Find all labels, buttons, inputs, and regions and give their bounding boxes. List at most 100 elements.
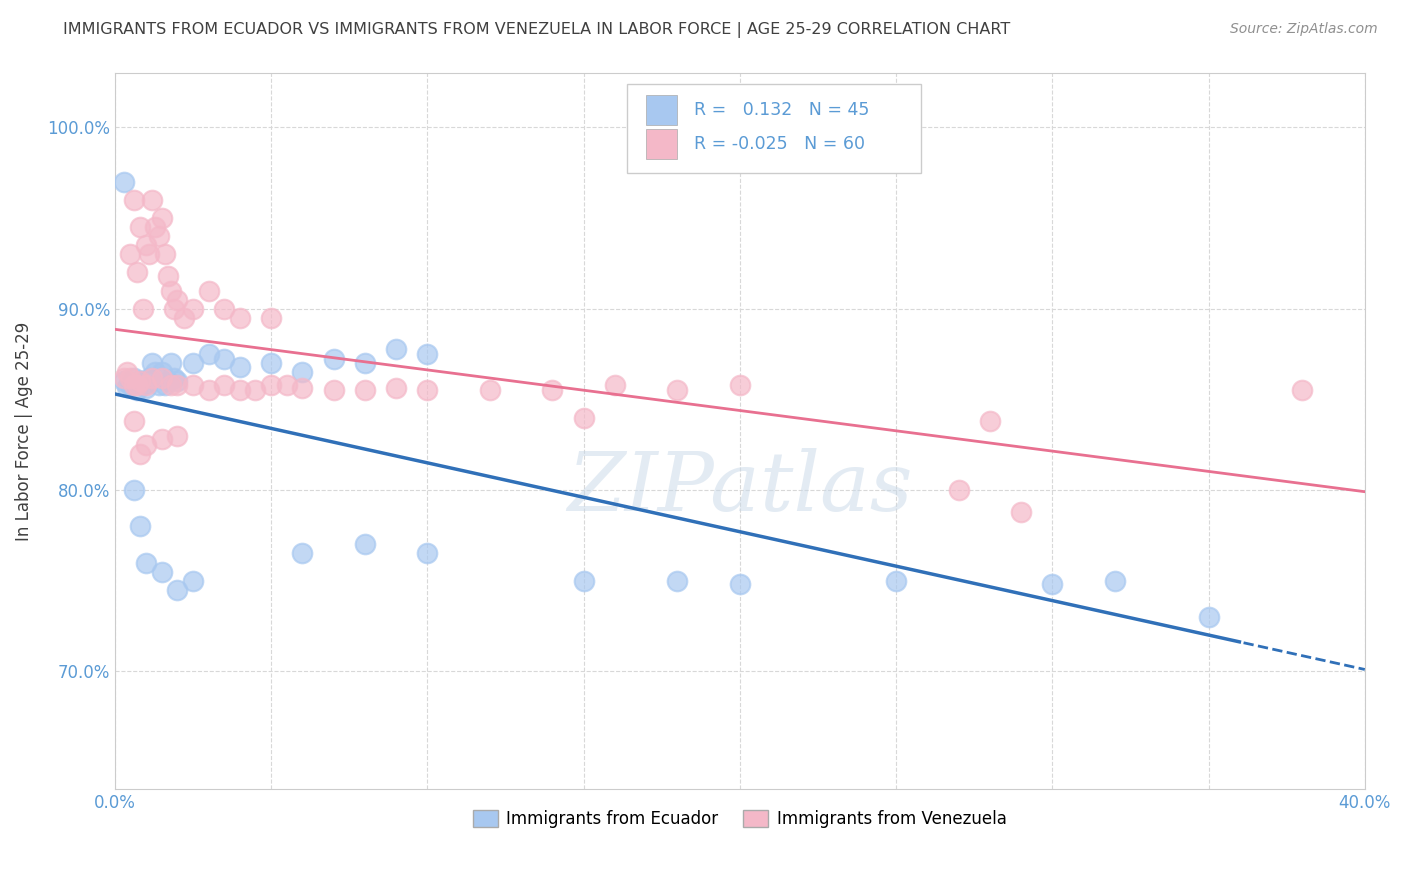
Point bbox=[197, 347, 219, 361]
Point bbox=[245, 384, 267, 398]
Point bbox=[478, 384, 501, 398]
Text: R =   0.132   N = 45: R = 0.132 N = 45 bbox=[693, 101, 869, 120]
Point bbox=[541, 384, 564, 398]
Point bbox=[135, 556, 157, 570]
Legend: Immigrants from Ecuador, Immigrants from Venezuela: Immigrants from Ecuador, Immigrants from… bbox=[467, 803, 1014, 835]
Point bbox=[212, 377, 235, 392]
Point bbox=[122, 370, 145, 384]
Point bbox=[163, 301, 186, 316]
Point bbox=[322, 384, 344, 398]
Point bbox=[572, 410, 595, 425]
Point bbox=[948, 483, 970, 497]
Point bbox=[141, 356, 163, 370]
Point bbox=[135, 438, 157, 452]
Point bbox=[141, 370, 163, 384]
Point bbox=[150, 432, 173, 446]
Point bbox=[229, 384, 252, 398]
Point bbox=[979, 414, 1001, 428]
Point bbox=[128, 220, 150, 235]
Point bbox=[120, 370, 142, 384]
Point bbox=[166, 374, 188, 388]
Point bbox=[276, 377, 298, 392]
Point bbox=[135, 238, 157, 252]
Point bbox=[416, 547, 439, 561]
Point bbox=[145, 220, 167, 235]
Point bbox=[160, 356, 183, 370]
Point bbox=[160, 377, 183, 392]
Point bbox=[260, 310, 283, 325]
Point bbox=[150, 370, 173, 384]
Point bbox=[150, 211, 173, 225]
Point bbox=[572, 574, 595, 588]
Point bbox=[163, 370, 186, 384]
Point bbox=[138, 370, 160, 384]
Point bbox=[166, 582, 188, 597]
Point bbox=[138, 247, 160, 261]
Point bbox=[128, 447, 150, 461]
Point bbox=[1104, 574, 1126, 588]
Point bbox=[125, 265, 148, 279]
Point bbox=[197, 284, 219, 298]
Point bbox=[291, 382, 314, 396]
Point bbox=[132, 377, 155, 392]
Point bbox=[112, 370, 135, 384]
Point bbox=[229, 310, 252, 325]
Point bbox=[117, 379, 139, 393]
Point bbox=[122, 377, 145, 392]
Point bbox=[1040, 577, 1063, 591]
Point bbox=[128, 374, 150, 388]
Point bbox=[156, 268, 179, 283]
Point bbox=[128, 374, 150, 388]
Point bbox=[166, 428, 188, 442]
Point bbox=[166, 377, 188, 392]
Point bbox=[260, 377, 283, 392]
Point bbox=[291, 365, 314, 379]
Point bbox=[150, 565, 173, 579]
Point bbox=[153, 247, 176, 261]
Point bbox=[135, 377, 157, 392]
Point bbox=[353, 537, 375, 551]
Point bbox=[135, 382, 157, 396]
Point bbox=[260, 356, 283, 370]
Point bbox=[385, 342, 408, 356]
Point bbox=[212, 352, 235, 367]
Point bbox=[197, 384, 219, 398]
Point bbox=[212, 301, 235, 316]
Point bbox=[132, 301, 155, 316]
Point bbox=[148, 377, 170, 392]
Point bbox=[141, 193, 163, 207]
Point bbox=[166, 293, 188, 307]
Text: R = -0.025   N = 60: R = -0.025 N = 60 bbox=[693, 135, 865, 153]
Y-axis label: In Labor Force | Age 25-29: In Labor Force | Age 25-29 bbox=[15, 321, 32, 541]
Point bbox=[122, 193, 145, 207]
Point bbox=[728, 577, 751, 591]
Text: IMMIGRANTS FROM ECUADOR VS IMMIGRANTS FROM VENEZUELA IN LABOR FORCE | AGE 25-29 : IMMIGRANTS FROM ECUADOR VS IMMIGRANTS FR… bbox=[63, 22, 1011, 38]
Point bbox=[173, 310, 195, 325]
Point bbox=[322, 352, 344, 367]
Point bbox=[125, 384, 148, 398]
Point bbox=[181, 301, 204, 316]
Point bbox=[291, 547, 314, 561]
Point bbox=[229, 359, 252, 374]
Text: ZIPatlas: ZIPatlas bbox=[567, 449, 912, 528]
Point bbox=[416, 384, 439, 398]
Point bbox=[181, 356, 204, 370]
FancyBboxPatch shape bbox=[645, 128, 678, 159]
Point bbox=[125, 377, 148, 392]
Point bbox=[353, 356, 375, 370]
Point bbox=[603, 377, 626, 392]
Point bbox=[145, 365, 167, 379]
Point bbox=[1291, 384, 1313, 398]
Point bbox=[666, 384, 689, 398]
Text: Source: ZipAtlas.com: Source: ZipAtlas.com bbox=[1230, 22, 1378, 37]
FancyBboxPatch shape bbox=[645, 95, 678, 125]
Point bbox=[181, 574, 204, 588]
Point bbox=[122, 483, 145, 497]
Point bbox=[120, 377, 142, 392]
Point bbox=[160, 284, 183, 298]
Point bbox=[120, 247, 142, 261]
Point bbox=[181, 377, 204, 392]
Point bbox=[128, 519, 150, 533]
Point bbox=[122, 414, 145, 428]
Point bbox=[112, 175, 135, 189]
